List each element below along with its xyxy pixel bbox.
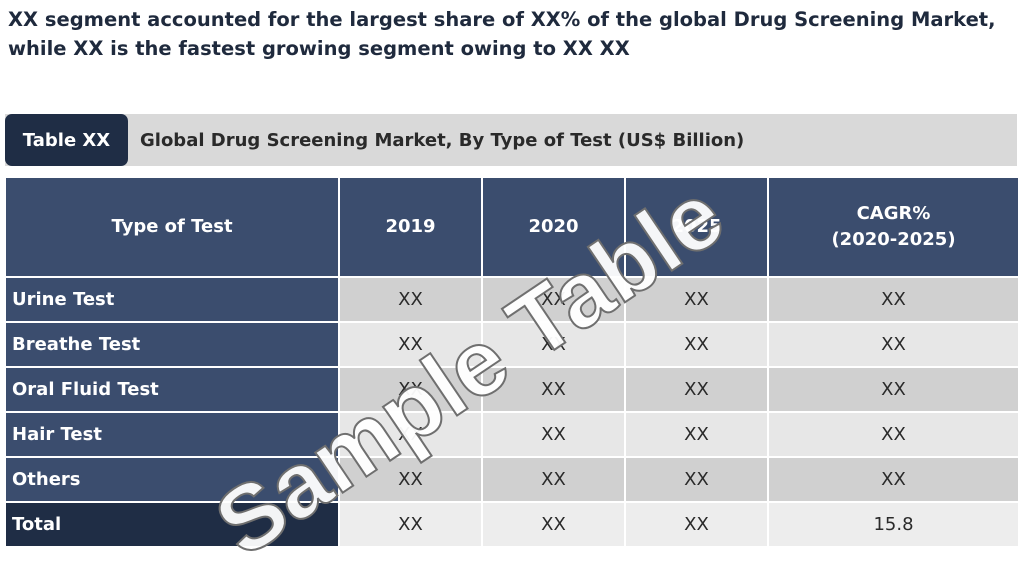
cell-cagr: XX (767, 366, 1020, 413)
headline: XX segment accounted for the largest sha… (8, 5, 1018, 63)
cell-2020: XX (481, 456, 626, 503)
cell-cagr: XX (767, 411, 1020, 458)
header-2019: 2019 (338, 176, 483, 278)
cell-2020: XX (481, 321, 626, 368)
header-type-of-test: Type of Test (4, 176, 340, 278)
row-label: Hair Test (4, 411, 340, 458)
header-2020: 2020 (481, 176, 626, 278)
cell-2019: XX (338, 366, 483, 413)
cell-2020: XX (481, 276, 626, 323)
table-total-row: Total XX XX XX 15.8 (4, 501, 1020, 548)
table-header-row: Type of Test 2019 2020 2025 CAGR% (2020-… (4, 176, 1020, 278)
header-2025: 2025 (624, 176, 769, 278)
cell-2025: XX (624, 456, 769, 503)
cell-2020: XX (481, 411, 626, 458)
cell-2025: XX (624, 411, 769, 458)
cell-cagr: XX (767, 276, 1020, 323)
cell-2025: XX (624, 276, 769, 323)
cell-2019: XX (338, 276, 483, 323)
cell-2025: XX (624, 366, 769, 413)
cell-2019: XX (338, 411, 483, 458)
cell-cagr: 15.8 (767, 501, 1020, 548)
cell-2019: XX (338, 321, 483, 368)
table-row: Breathe Test XX XX XX XX (4, 321, 1020, 368)
row-label: Total (4, 501, 340, 548)
row-label: Oral Fluid Test (4, 366, 340, 413)
row-label: Breathe Test (4, 321, 340, 368)
row-label: Urine Test (4, 276, 340, 323)
row-label: Others (4, 456, 340, 503)
market-table: Type of Test 2019 2020 2025 CAGR% (2020-… (4, 176, 1020, 548)
header-cagr-line-1: CAGR% (856, 203, 931, 224)
table-row: Oral Fluid Test XX XX XX XX (4, 366, 1020, 413)
header-cagr-line-2: (2020-2025) (831, 229, 956, 250)
cell-2025: XX (624, 321, 769, 368)
cell-2019: XX (338, 501, 483, 548)
table-caption-bar (5, 114, 1017, 166)
table-tag: Table XX (5, 114, 128, 166)
headline-line-2: while XX is the fastest growing segment … (8, 37, 630, 60)
cell-2020: XX (481, 501, 626, 548)
table-row: Hair Test XX XX XX XX (4, 411, 1020, 458)
headline-line-1: XX segment accounted for the largest sha… (8, 8, 996, 31)
table-title: Global Drug Screening Market, By Type of… (140, 129, 745, 151)
cell-2020: XX (481, 366, 626, 413)
cell-2019: XX (338, 456, 483, 503)
header-cagr: CAGR% (2020-2025) (767, 176, 1020, 278)
cell-cagr: XX (767, 321, 1020, 368)
cell-cagr: XX (767, 456, 1020, 503)
table-row: Others XX XX XX XX (4, 456, 1020, 503)
table-row: Urine Test XX XX XX XX (4, 276, 1020, 323)
cell-2025: XX (624, 501, 769, 548)
